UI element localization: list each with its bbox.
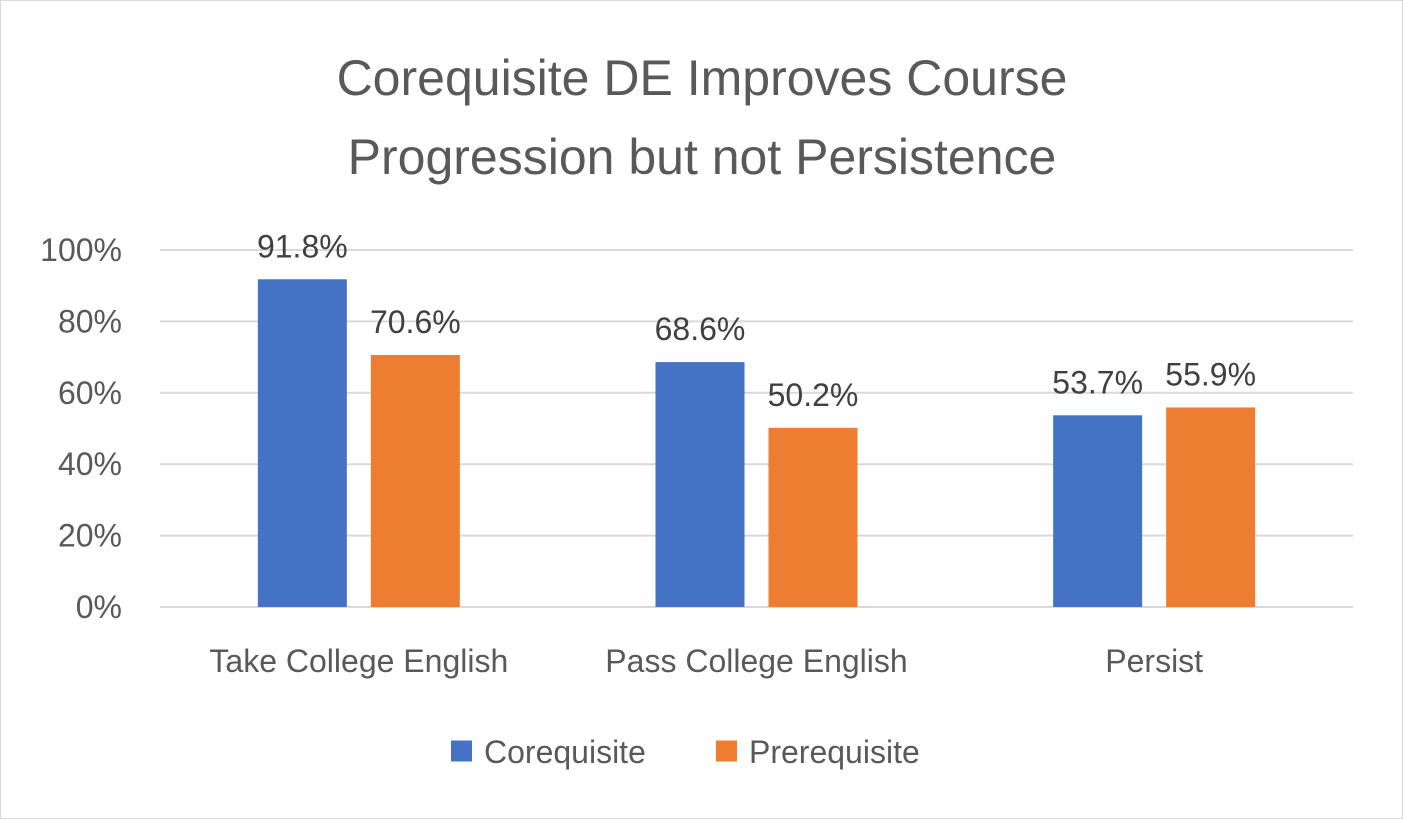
legend: Corequisite Prerequisite [451,734,920,770]
y-tick-label: 0% [76,589,122,625]
legend-swatch-prerequisite [716,740,737,762]
bar-corequisite [1053,415,1143,607]
x-category-label: Take College English [209,643,508,679]
y-tick-label: 20% [58,518,122,554]
x-category-label: Persist [1105,643,1203,679]
legend-label-prerequisite: Prerequisite [749,734,920,770]
bar-corequisite [257,279,347,607]
y-tick-label: 80% [58,303,122,339]
y-tick-label: 60% [58,375,122,411]
chart-title-line-1: Corequisite DE Improves Course [337,50,1068,106]
chart-title: Corequisite DE Improves Course Progressi… [337,50,1068,185]
legend-label-corequisite: Corequisite [484,734,646,770]
bar-corequisite [655,362,745,607]
bars [257,279,1256,607]
data-labels: 91.8% 70.6% 68.6% 50.2% 53.7% 55.9% [257,228,1256,413]
data-label: 91.8% [257,228,348,264]
x-category-label: Pass College English [605,643,907,679]
data-label: 50.2% [768,377,859,413]
data-label: 53.7% [1052,364,1143,400]
data-label: 70.6% [370,304,461,340]
y-axis: 0% 20% 40% 60% 80% 100% [40,232,122,625]
bar-prerequisite [1166,407,1256,607]
y-tick-label: 40% [58,446,122,482]
data-label: 55.9% [1165,356,1256,392]
legend-swatch-corequisite [451,740,472,762]
bar-prerequisite [768,427,858,607]
y-tick-label: 100% [40,232,122,268]
data-label: 68.6% [655,311,746,347]
x-axis: Take College English Pass College English… [209,643,1203,679]
bar-prerequisite [370,354,460,607]
gridlines [160,249,1353,608]
chart-title-line-2: Progression but not Persistence [348,129,1057,185]
